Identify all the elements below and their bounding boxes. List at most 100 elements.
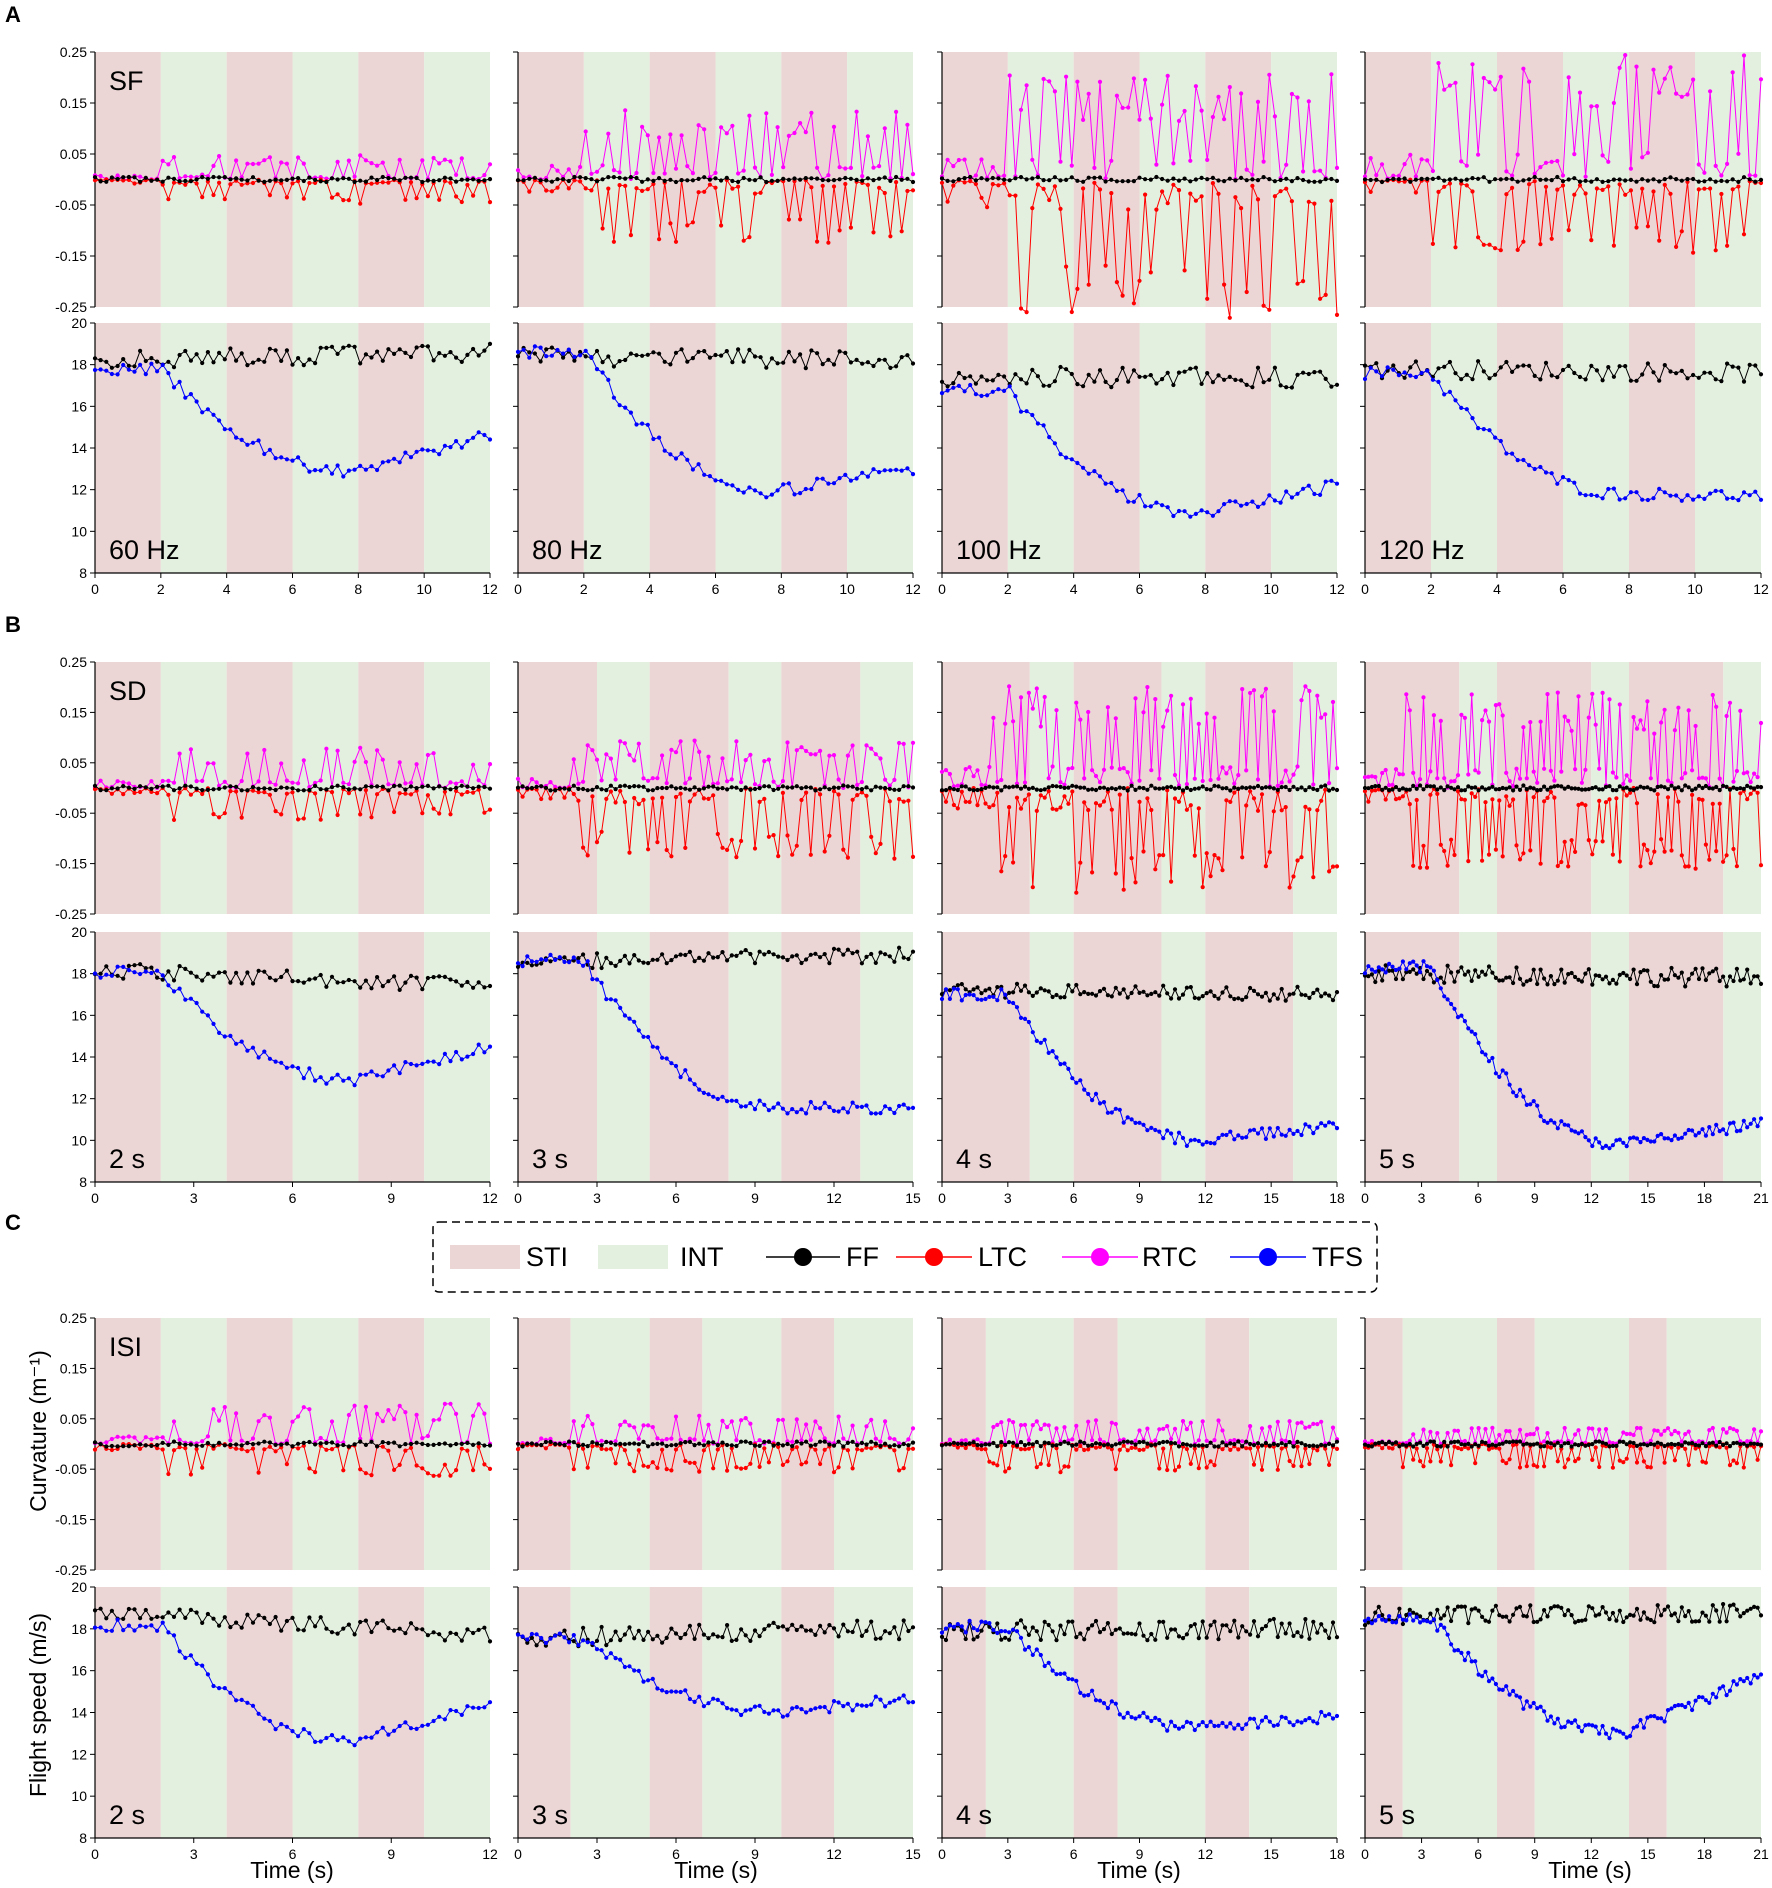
r0c1-curv-band-int-1 bbox=[583, 52, 650, 307]
r1c3-rtc-point-84 bbox=[1652, 731, 1657, 736]
r0c0-ff-point-46 bbox=[352, 179, 357, 185]
r2c0-tfs-point-50 bbox=[375, 1730, 380, 1735]
r0c2-rtc-point-1 bbox=[945, 157, 950, 162]
r1c3-ff-speed-point-74 bbox=[1617, 972, 1622, 978]
r1c1-xtick-label-5: 15 bbox=[905, 1190, 921, 1206]
r1c0-speed-ytick-label-5: 18 bbox=[71, 966, 87, 982]
r0c0-rtc-point-64 bbox=[454, 172, 459, 177]
r1c0-ltc-point-39 bbox=[313, 791, 318, 796]
r2c1-rtc-point-25 bbox=[632, 1425, 637, 1430]
r2c0-ff-point-45 bbox=[346, 1444, 351, 1449]
r0c0-ff-speed-point-43 bbox=[335, 351, 340, 356]
r0c0-xtick-label-0: 0 bbox=[91, 581, 99, 597]
r1c0-rtc-point-47 bbox=[358, 745, 363, 750]
r2c2-ltc-point-88 bbox=[1287, 1458, 1292, 1464]
r1c1-tfs-point-13 bbox=[576, 959, 581, 965]
r0c0-ltc-point-59 bbox=[425, 194, 430, 199]
r0c0-ff-speed-point-25 bbox=[234, 358, 239, 363]
r1c3-ff-point-41 bbox=[1504, 786, 1509, 791]
r0c2-ff-point-19 bbox=[1047, 178, 1052, 183]
r0c0-ff-point-66 bbox=[465, 177, 470, 182]
r0c2-ff-speed-point-11 bbox=[1002, 374, 1007, 379]
r1c2-ltc-point-59 bbox=[1172, 796, 1178, 801]
r1c2-ff-point-93 bbox=[1307, 785, 1312, 790]
r1c2-ff-speed-point-9 bbox=[975, 985, 980, 990]
r1c0-tfs-point-28 bbox=[250, 1045, 256, 1050]
r2c0-ff-speed-point-0 bbox=[92, 1608, 98, 1613]
r0c2-ltc-point-34 bbox=[1131, 301, 1136, 306]
r0c0-tfs-point-51 bbox=[380, 460, 385, 465]
r1c1-ff-point-56 bbox=[776, 786, 781, 791]
r1c0-ff-speed-point-39 bbox=[313, 976, 318, 981]
r2c1-rtc-point-56 bbox=[776, 1417, 781, 1423]
r1c3-ff-speed-point-30 bbox=[1466, 969, 1471, 974]
r2c2-ltc-point-55 bbox=[1157, 1466, 1162, 1471]
r1c0-rtc-point-29 bbox=[256, 779, 261, 784]
r0c2-rtc-point-51 bbox=[1227, 85, 1232, 90]
r0c1-ff-speed-point-42 bbox=[752, 354, 758, 359]
r2c1-ff-speed-point-79 bbox=[883, 1629, 888, 1634]
r2c0-ff-speed-point-22 bbox=[217, 1623, 222, 1628]
r2c1-tfs-point-1 bbox=[520, 1634, 525, 1639]
r2c2-ltc-point-48 bbox=[1129, 1445, 1134, 1450]
r2c1-tfs-point-41 bbox=[706, 1701, 711, 1706]
r0c2-ff-speed-point-52 bbox=[1233, 377, 1238, 382]
r0c2-tfs-point-22 bbox=[1064, 455, 1069, 460]
r1c3-ff-point-65 bbox=[1586, 787, 1591, 792]
r2c1-rtc-point-48 bbox=[739, 1418, 744, 1423]
r1c2-ff-speed-point-24 bbox=[1034, 990, 1039, 995]
r2c0-tfs-point-65 bbox=[459, 1712, 464, 1717]
r0c1-rtc-point-39 bbox=[736, 171, 741, 176]
r1c3-ff-point-57 bbox=[1559, 784, 1564, 789]
r2c1-tfs-point-42 bbox=[711, 1696, 716, 1701]
r2c0-tfs-point-59 bbox=[425, 1722, 430, 1727]
r0c0-ltc-point-62 bbox=[442, 179, 447, 184]
r0c0-rtc-point-51 bbox=[380, 160, 385, 165]
r0c1-rtc-point-64 bbox=[877, 164, 882, 169]
r0c1-tfs-point-16 bbox=[606, 377, 611, 382]
r1c3-ff-point-112 bbox=[1748, 785, 1753, 790]
r1c1-ff-point-37 bbox=[687, 787, 693, 792]
r0c0-ff-speed-point-37 bbox=[301, 363, 306, 368]
r0c1-ff-speed-point-40 bbox=[741, 359, 746, 364]
r1c1-rtc-point-21 bbox=[613, 777, 618, 782]
r0c0-ff-point-58 bbox=[420, 179, 425, 185]
r0c2-ff-speed-point-26 bbox=[1086, 372, 1091, 377]
r0c3-ltc-point-48 bbox=[1634, 225, 1639, 230]
r1c0-ff-speed-point-7 bbox=[132, 963, 137, 968]
r2c0-rtc-point-59 bbox=[425, 1433, 430, 1439]
r0c3-tfs-point-42 bbox=[1600, 496, 1605, 501]
r1c3-rtc-point-6 bbox=[1383, 767, 1388, 773]
r0c0-ff-point-35 bbox=[290, 176, 295, 181]
r2c0-rtc-point-42 bbox=[329, 1419, 335, 1424]
r0c1-tfs-point-41 bbox=[747, 485, 752, 490]
r1c2-ff-speed-point-49 bbox=[1133, 984, 1138, 989]
r2c2-ltc-point-51 bbox=[1141, 1447, 1146, 1452]
r1c2-ltc-point-33 bbox=[1070, 789, 1075, 794]
r1c3-rtc-point-29 bbox=[1462, 715, 1467, 721]
r0c0-ltc-point-43 bbox=[335, 192, 340, 197]
r0c0-ff-speed-point-47 bbox=[358, 361, 363, 366]
r1c1-ff-point-28 bbox=[646, 788, 651, 793]
r0c0-ff-point-60 bbox=[431, 178, 436, 183]
r0c1-ff-point-31 bbox=[690, 178, 696, 183]
r1c3-ff-point-85 bbox=[1655, 784, 1660, 790]
r0c3-ff-speed-point-53 bbox=[1662, 363, 1667, 368]
r1c2-rtc-point-27 bbox=[1046, 776, 1051, 781]
r1c2-tfs-point-58 bbox=[1169, 1131, 1174, 1136]
r0c1-ltc-point-28 bbox=[673, 239, 679, 244]
r1c2-tfs-point-51 bbox=[1141, 1122, 1146, 1127]
r1c1-tfs-point-31 bbox=[660, 1055, 665, 1060]
r1c3-ff-point-100 bbox=[1707, 786, 1712, 791]
r2c0-rtc-point-50 bbox=[375, 1411, 380, 1416]
r1c3-tfs-point-44 bbox=[1514, 1093, 1519, 1099]
r0c3-ff-point-13 bbox=[1436, 175, 1441, 180]
r1c1-rtc-point-49 bbox=[743, 758, 748, 763]
r2c1-ltc-point-62 bbox=[804, 1460, 809, 1465]
r1c2-ff-point-88 bbox=[1287, 787, 1292, 793]
r2c1-ff-point-23 bbox=[622, 1442, 628, 1447]
r1c0-ff-point-51 bbox=[380, 784, 385, 789]
r0c0-ff-point-62 bbox=[442, 175, 447, 180]
r1c1-ltc-point-75 bbox=[864, 793, 869, 798]
r2c0-ltc-point-3 bbox=[109, 1447, 114, 1453]
